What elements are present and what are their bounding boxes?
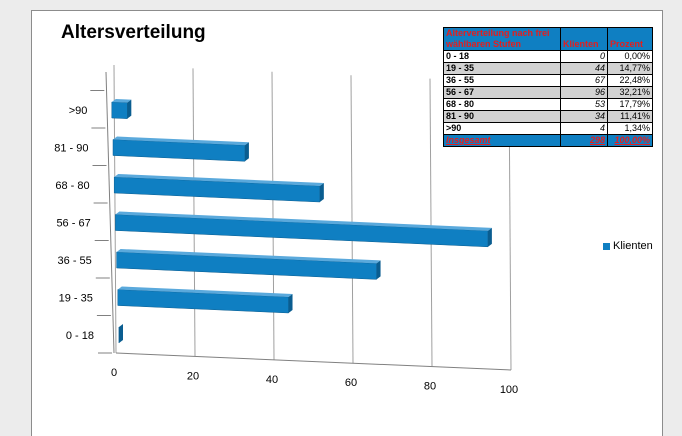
table-total-percent: 100,00% [607, 134, 653, 147]
y-tick-label: >90 [69, 105, 88, 117]
data-table: Alterverteilung nach frei wählbaren Stuf… [443, 27, 653, 147]
bar-end-face [119, 324, 123, 343]
table-cell-category: 19 - 35 [443, 62, 561, 75]
x-tick-label: 60 [345, 377, 357, 389]
table-cell-percent: 0,00% [607, 50, 653, 63]
table-cell-category: 36 - 55 [443, 74, 561, 87]
table-row: 81 - 90 34 11,41% [443, 110, 653, 123]
table-row: 0 - 18 0 0,00% [443, 50, 653, 63]
y-tick-label: 36 - 55 [58, 255, 92, 267]
gridline-x [271, 71, 275, 360]
x-tick-label: 0 [111, 367, 117, 379]
table-cell-category: 0 - 18 [443, 50, 561, 63]
table-cell-count: 0 [560, 50, 608, 63]
table-row: 68 - 80 53 17,79% [443, 98, 653, 111]
bar [115, 214, 489, 248]
chart-title: Altersverteilung [61, 22, 206, 43]
table-cell-category: 81 - 90 [443, 110, 561, 123]
y-axis-line [105, 71, 115, 354]
legend-swatch [603, 242, 610, 250]
table-total-count: 298 [560, 134, 608, 147]
table-total-label: Insgesamt [443, 134, 561, 147]
gridline-x [429, 78, 433, 367]
legend-label: Klienten [613, 240, 653, 252]
bar-top-face [116, 249, 381, 264]
bar-top-face [113, 136, 249, 146]
table-total-row: Insgesamt 298 100,00% [443, 134, 653, 147]
table-row: 36 - 55 67 22,48% [443, 74, 653, 87]
bar-end-face [376, 260, 381, 280]
table-cell-percent: 14,77% [607, 62, 653, 75]
bar-top-face [111, 99, 132, 103]
bar-top-face [117, 286, 293, 297]
table-row: 19 - 35 44 14,77% [443, 62, 653, 75]
table-row: >90 4 1,34% [443, 122, 653, 135]
table-cell-percent: 1,34% [607, 122, 653, 135]
gridline-x [192, 68, 196, 357]
table-cell-category: >90 [443, 122, 561, 135]
x-tick-label: 80 [424, 381, 436, 393]
y-tick-label: 81 - 90 [54, 143, 88, 155]
x-tick-label: 20 [187, 370, 199, 382]
bar-end-face [244, 142, 249, 162]
x-axis-line [115, 352, 512, 371]
bar [111, 101, 128, 119]
x-tick-label: 100 [500, 384, 518, 396]
table-cell-percent: 11,41% [607, 110, 653, 123]
table-cell-count: 96 [560, 86, 608, 99]
y-tick-label: 56 - 67 [56, 218, 90, 230]
table-cell-count: 53 [560, 98, 608, 111]
y-tick-label: 0 - 18 [66, 330, 94, 342]
gridline-x [350, 75, 354, 364]
table-cell-count: 67 [560, 74, 608, 87]
bar-end-face [319, 183, 324, 203]
bar-top-face [115, 211, 492, 231]
x-tick-label: 40 [266, 374, 278, 386]
chart-legend: Klienten [603, 240, 653, 252]
table-cell-count: 44 [560, 62, 608, 75]
table-cell-count: 4 [560, 122, 608, 135]
table-cell-percent: 32,21% [607, 86, 653, 99]
y-tick-label: 19 - 35 [59, 293, 93, 305]
bar-end-face [487, 227, 492, 247]
table-cell-percent: 17,79% [607, 98, 653, 111]
table-header-count: Klienten [560, 27, 608, 51]
table-row: 56 - 67 96 32,21% [443, 86, 653, 99]
table-header-row: Alterverteilung nach frei wählbaren Stuf… [443, 27, 653, 51]
table-cell-category: 68 - 80 [443, 98, 561, 111]
bar-top-face [114, 174, 324, 187]
table-cell-category: 56 - 67 [443, 86, 561, 99]
table-cell-count: 34 [560, 110, 608, 123]
table-header-percent: Prozent [607, 27, 653, 51]
bar-end-face [127, 99, 132, 119]
table-header-category: Alterverteilung nach frei wählbaren Stuf… [443, 27, 561, 51]
table-cell-percent: 22,48% [607, 74, 653, 87]
bar-end-face [288, 293, 293, 313]
y-tick-label: 68 - 80 [55, 180, 89, 192]
